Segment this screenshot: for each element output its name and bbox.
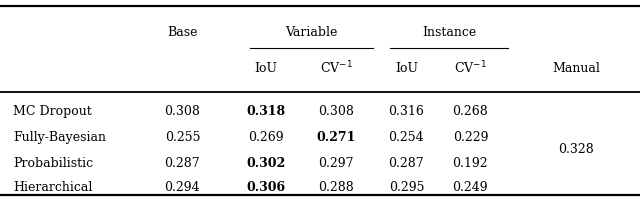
Text: 0.254: 0.254 xyxy=(388,131,424,143)
Text: 0.192: 0.192 xyxy=(452,157,488,169)
Text: 0.269: 0.269 xyxy=(248,131,284,143)
Text: CV$^{-1}$: CV$^{-1}$ xyxy=(454,60,487,76)
Text: 0.287: 0.287 xyxy=(388,157,424,169)
Text: 0.288: 0.288 xyxy=(318,181,354,193)
Text: 0.294: 0.294 xyxy=(164,181,200,193)
Text: Hierarchical: Hierarchical xyxy=(13,181,92,193)
Text: IoU: IoU xyxy=(254,62,277,74)
Text: 0.271: 0.271 xyxy=(316,131,356,143)
Text: 0.316: 0.316 xyxy=(388,105,424,117)
Text: Manual: Manual xyxy=(552,62,600,74)
Text: CV$^{-1}$: CV$^{-1}$ xyxy=(319,60,353,76)
Text: 0.255: 0.255 xyxy=(164,131,200,143)
Text: 0.297: 0.297 xyxy=(318,157,354,169)
Text: 0.268: 0.268 xyxy=(452,105,488,117)
Text: 0.287: 0.287 xyxy=(164,157,200,169)
Text: Base: Base xyxy=(167,26,198,38)
Text: 0.306: 0.306 xyxy=(246,181,285,193)
Text: Fully-Bayesian: Fully-Bayesian xyxy=(13,131,106,143)
Text: 0.328: 0.328 xyxy=(558,143,594,155)
Text: MC Dropout: MC Dropout xyxy=(13,105,92,117)
Text: 0.229: 0.229 xyxy=(452,131,488,143)
Text: Variable: Variable xyxy=(285,26,337,38)
Text: 0.249: 0.249 xyxy=(452,181,488,193)
Text: 0.302: 0.302 xyxy=(246,157,285,169)
Text: 0.318: 0.318 xyxy=(246,105,285,117)
Text: 0.308: 0.308 xyxy=(164,105,200,117)
Text: IoU: IoU xyxy=(395,62,418,74)
Text: 0.295: 0.295 xyxy=(388,181,424,193)
Text: 0.308: 0.308 xyxy=(318,105,354,117)
Text: Probabilistic: Probabilistic xyxy=(13,157,93,169)
Text: Instance: Instance xyxy=(422,26,476,38)
